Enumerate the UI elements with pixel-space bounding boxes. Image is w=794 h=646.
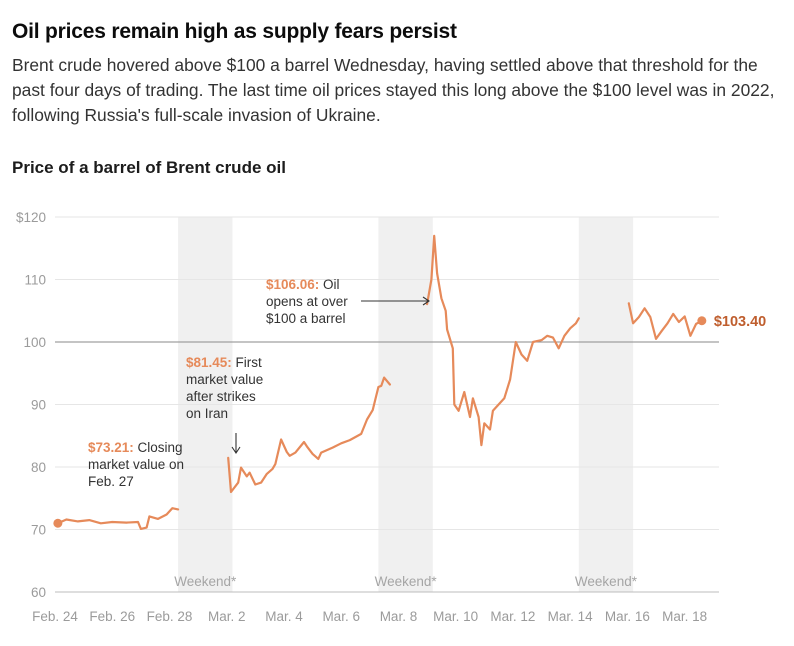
x-tick-label: Mar. 8 [380, 609, 418, 624]
annotation-mar2-value: $81.45: [186, 355, 232, 370]
x-tick-label: Mar. 6 [322, 609, 360, 624]
annotation-feb27-value: $73.21: [88, 440, 134, 455]
start-point-marker [53, 518, 63, 528]
annotation-mar2-line: after strikes [186, 389, 256, 404]
x-tick-label: Feb. 24 [32, 609, 78, 624]
headline: Oil prices remain high as supply fears p… [12, 20, 457, 43]
annotation-mar9-line: Oil [319, 277, 339, 292]
weekend-label: Weekend* [575, 574, 638, 589]
annotation-mar2-arrow [231, 433, 241, 454]
x-tick-label: Feb. 28 [147, 609, 193, 624]
y-tick-label: 90 [31, 398, 46, 413]
annotation-mar9-arrow [361, 296, 430, 306]
gridlines [55, 216, 719, 593]
price-line-segment [627, 302, 703, 340]
end-value-label: $103.40 [714, 314, 766, 330]
y-tick-label: 60 [31, 585, 46, 600]
x-tick-label: Mar. 2 [208, 609, 246, 624]
y-tick-labels: $120 110 100 90 80 70 60 [16, 210, 46, 600]
annotation-mar9: $106.06: Oil opens at over $100 a barrel [266, 277, 352, 326]
annotation-feb27-line: Feb. 27 [88, 474, 134, 489]
annotation-mar2-line: First [232, 355, 262, 370]
x-tick-label: Feb. 26 [89, 609, 135, 624]
weekend-label: Weekend* [375, 574, 438, 589]
x-tick-label: Mar. 4 [265, 609, 303, 624]
x-tick-label: Mar. 16 [605, 609, 650, 624]
annotations: $73.21: Closing market value on Feb. 27 … [88, 277, 430, 489]
y-tick-label: $120 [16, 210, 46, 225]
price-series: $103.40 [53, 234, 766, 530]
x-tick-label: Mar. 18 [662, 609, 707, 624]
annotation-feb27: $73.21: Closing market value on Feb. 27 [88, 440, 188, 489]
end-point-marker [697, 316, 707, 326]
annotation-mar9-line: $100 a barrel [266, 311, 346, 326]
y-tick-label: 110 [24, 273, 46, 288]
y-tick-label: 80 [31, 460, 46, 475]
price-line-segment [56, 507, 180, 530]
x-tick-label: Mar. 12 [490, 609, 535, 624]
weekend-label: Weekend* [174, 574, 237, 589]
y-tick-label: 100 [23, 335, 46, 350]
annotation-mar9-value: $106.06: [266, 277, 319, 292]
chart-title: Price of a barrel of Brent crude oil [12, 158, 286, 177]
x-tick-label: Mar. 10 [433, 609, 478, 624]
price-line-segment [227, 376, 391, 494]
annotation-mar9-line: opens at over [266, 294, 348, 309]
deck-text: Brent crude hovered above $100 a barrel … [12, 55, 775, 125]
y-tick-label: 70 [31, 523, 46, 538]
annotation-mar2-line: market value [186, 372, 263, 387]
annotation-feb27-line: market value on [88, 457, 184, 472]
x-tick-labels: Feb. 24 Feb. 26 Feb. 28 Mar. 2 Mar. 4 Mar. 6 M… [32, 609, 707, 624]
annotation-mar2-line: on Iran [186, 406, 228, 421]
annotation-feb27-line: Closing [134, 440, 183, 455]
x-tick-label: Mar. 14 [548, 609, 594, 624]
annotation-mar2: $81.45: First market value after strikes… [186, 355, 267, 421]
price-line-segment [426, 234, 580, 447]
